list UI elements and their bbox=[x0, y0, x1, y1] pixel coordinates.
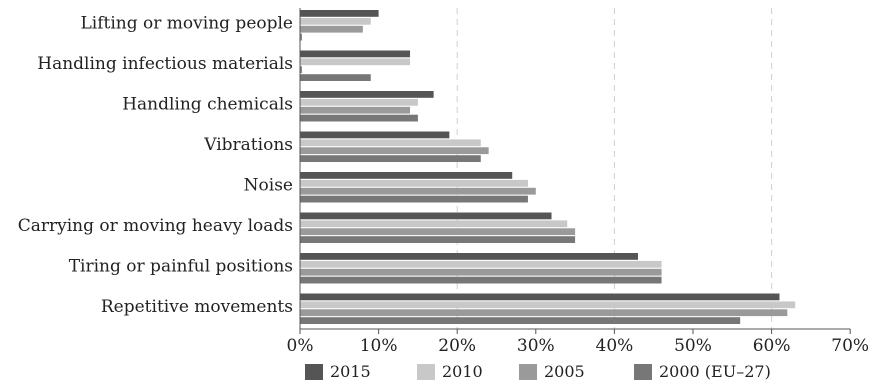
bar-4-2 bbox=[300, 187, 536, 195]
bar-0-2 bbox=[300, 25, 363, 33]
x-tick-label: 20% bbox=[438, 336, 476, 356]
legend-swatch bbox=[417, 364, 435, 380]
bar-0-3 bbox=[300, 33, 302, 41]
bar-2-3 bbox=[300, 114, 418, 122]
bar-7-3 bbox=[300, 317, 741, 324]
category-label: Lifting or moving people bbox=[81, 13, 293, 33]
category-label: Vibrations bbox=[203, 135, 293, 155]
x-tick-label: 40% bbox=[596, 336, 634, 356]
x-axis: 0% 10% 20% 30% 40% 50% 60% 70% bbox=[287, 8, 869, 356]
bar-3-1 bbox=[300, 139, 481, 147]
x-tick-label: 0% bbox=[287, 336, 314, 356]
x-tick-label: 70% bbox=[831, 336, 869, 356]
category-labels: Lifting or moving people Handling infecti… bbox=[18, 13, 293, 317]
legend-label: 2000 (EU–27) bbox=[659, 362, 771, 381]
legend-item-3: 2000 (EU–27) bbox=[634, 362, 771, 381]
legend-swatch bbox=[519, 364, 537, 380]
legend: 2015 2010 2005 2000 (EU–27) bbox=[305, 362, 771, 381]
bar-1-2 bbox=[300, 66, 302, 74]
bar-4-3 bbox=[300, 195, 528, 203]
bar-0-1 bbox=[300, 17, 371, 25]
x-tick-label: 50% bbox=[674, 336, 712, 356]
bar-5-1 bbox=[300, 220, 568, 228]
bar-3-3 bbox=[300, 155, 481, 162]
bars bbox=[300, 10, 796, 324]
bar-4-0 bbox=[300, 172, 513, 179]
bar-5-2 bbox=[300, 228, 576, 236]
x-tick-label: 60% bbox=[753, 336, 791, 356]
bar-2-1 bbox=[300, 98, 418, 106]
bar-4-1 bbox=[300, 179, 528, 187]
bar-3-2 bbox=[300, 147, 489, 155]
bar-3-0 bbox=[300, 131, 450, 139]
legend-item-1: 2010 bbox=[417, 362, 483, 381]
bar-6-0 bbox=[300, 253, 638, 260]
bar-6-2 bbox=[300, 268, 662, 276]
bar-7-0 bbox=[300, 293, 780, 301]
bar-5-3 bbox=[300, 236, 576, 243]
bar-1-0 bbox=[300, 50, 411, 58]
legend-swatch bbox=[634, 364, 652, 380]
bar-7-2 bbox=[300, 309, 788, 317]
bar-6-3 bbox=[300, 276, 662, 284]
category-label: Carrying or moving heavy loads bbox=[18, 216, 293, 236]
bar-5-0 bbox=[300, 212, 552, 220]
legend-label: 2015 bbox=[330, 362, 371, 381]
legend-swatch bbox=[305, 364, 323, 380]
bar-6-1 bbox=[300, 260, 662, 268]
bar-2-2 bbox=[300, 106, 411, 114]
bar-1-3 bbox=[300, 74, 371, 81]
bar-2-0 bbox=[300, 91, 434, 98]
category-label: Handling chemicals bbox=[122, 94, 293, 114]
category-label: Repetitive movements bbox=[101, 297, 293, 317]
category-label: Noise bbox=[244, 175, 293, 195]
legend-item-2: 2005 bbox=[519, 362, 585, 381]
category-label: Tiring or painful positions bbox=[69, 256, 293, 276]
bar-0-0 bbox=[300, 10, 379, 17]
bar-1-1 bbox=[300, 58, 411, 66]
x-tick-label: 30% bbox=[517, 336, 555, 356]
legend-label: 2005 bbox=[544, 362, 585, 381]
category-label: Handling infectious materials bbox=[37, 54, 293, 74]
x-tick-label: 10% bbox=[360, 336, 398, 356]
bar-7-1 bbox=[300, 301, 796, 309]
legend-label: 2010 bbox=[442, 362, 483, 381]
legend-item-0: 2015 bbox=[305, 362, 371, 381]
